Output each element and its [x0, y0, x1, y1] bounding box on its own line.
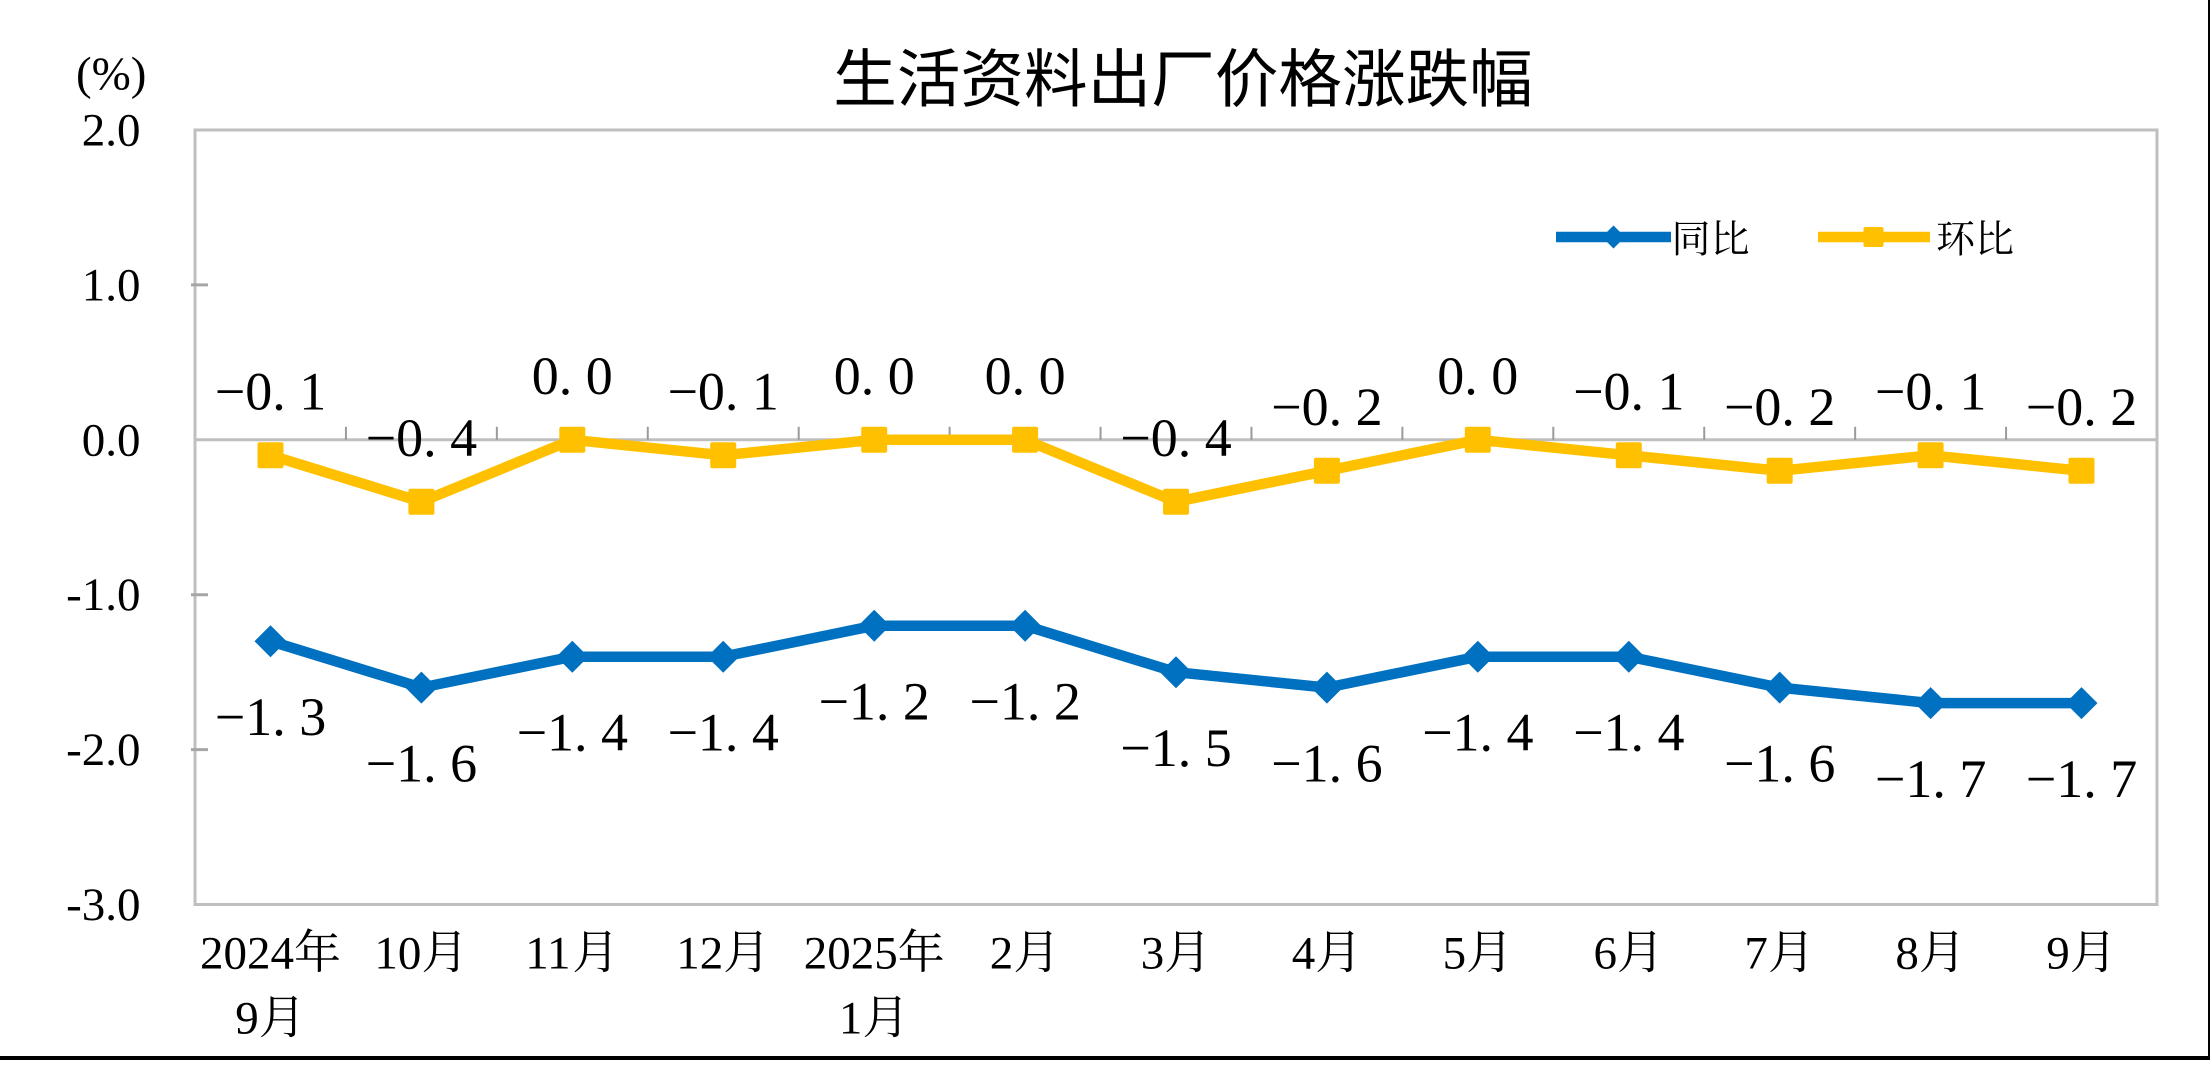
svg-text:−1. 6: −1. 6 [1271, 734, 1382, 794]
svg-text:0. 0: 0. 0 [532, 346, 613, 406]
svg-text:12: 12 [676, 927, 723, 979]
svg-text:9: 9 [2046, 927, 2070, 979]
svg-text:−1. 7: −1. 7 [2026, 749, 2137, 809]
svg-text:−1. 2: −1. 2 [969, 672, 1080, 732]
svg-text:3: 3 [1141, 927, 1165, 979]
svg-text:−0. 1: −0. 1 [215, 361, 326, 421]
svg-text:−1. 4: −1. 4 [1422, 703, 1533, 763]
svg-text:−1. 4: −1. 4 [667, 703, 778, 763]
svg-text:−0. 4: −0. 4 [366, 408, 477, 468]
svg-text:(%): (%) [76, 48, 146, 100]
svg-text:11: 11 [525, 927, 570, 979]
svg-text:1: 1 [839, 993, 863, 1045]
svg-text:-3.0: -3.0 [66, 879, 140, 931]
svg-text:−1. 3: −1. 3 [215, 687, 326, 747]
svg-text:-2.0: -2.0 [66, 724, 140, 776]
svg-text:0.0: 0.0 [82, 414, 141, 466]
svg-text:−1. 2: −1. 2 [818, 672, 929, 732]
svg-text:2.0: 2.0 [82, 105, 141, 157]
svg-text:−0. 1: −0. 1 [667, 361, 778, 421]
svg-text:2024: 2024 [200, 927, 294, 979]
svg-text:−0. 1: −0. 1 [1875, 361, 1986, 421]
svg-text:−0. 1: −0. 1 [1573, 361, 1684, 421]
svg-text:−1. 6: −1. 6 [1724, 734, 1835, 794]
svg-text:−1. 7: −1. 7 [1875, 749, 1986, 809]
svg-text:−0. 2: −0. 2 [2026, 377, 2137, 437]
svg-text:-1.0: -1.0 [66, 569, 140, 621]
svg-text:−0. 4: −0. 4 [1120, 408, 1231, 468]
svg-text:4: 4 [1292, 927, 1316, 979]
svg-text:1.0: 1.0 [82, 259, 141, 311]
svg-text:−1. 6: −1. 6 [366, 734, 477, 794]
svg-text:0. 0: 0. 0 [1437, 346, 1518, 406]
svg-text:5: 5 [1443, 927, 1467, 979]
svg-text:6: 6 [1594, 927, 1618, 979]
svg-text:−1. 5: −1. 5 [1120, 718, 1231, 778]
svg-text:−1. 4: −1. 4 [517, 703, 628, 763]
svg-text:−1. 4: −1. 4 [1573, 703, 1684, 763]
svg-text:−0. 2: −0. 2 [1271, 377, 1382, 437]
svg-text:2025: 2025 [804, 927, 898, 979]
svg-text:8: 8 [1895, 927, 1919, 979]
svg-text:2: 2 [990, 927, 1014, 979]
svg-text:9: 9 [235, 993, 259, 1045]
svg-text:0. 0: 0. 0 [985, 346, 1066, 406]
svg-text:7: 7 [1744, 927, 1768, 979]
svg-text:0. 0: 0. 0 [834, 346, 915, 406]
svg-text:−0. 2: −0. 2 [1724, 377, 1835, 437]
svg-text:10: 10 [374, 927, 421, 979]
